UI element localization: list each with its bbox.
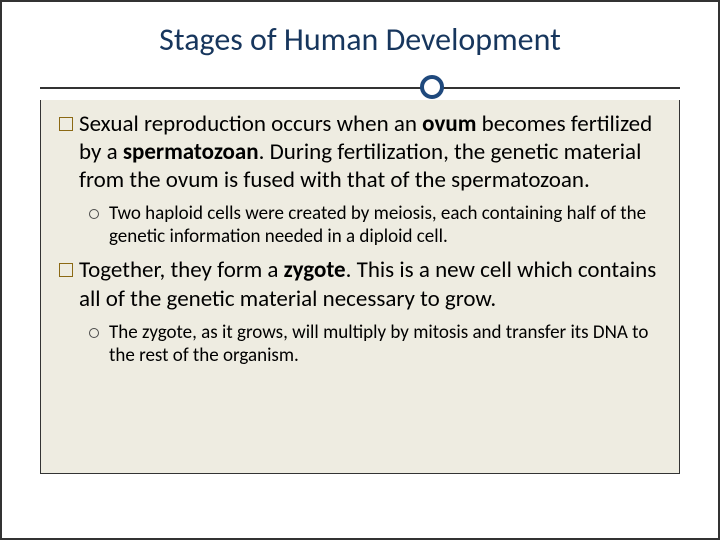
bullet-level-1: Together, they form a zygote. This is a … <box>59 256 661 312</box>
bullet-level-2: Two haploid cells were created by meiosi… <box>89 202 661 248</box>
circle-bullet-icon <box>89 209 99 219</box>
bullet-level-2: The zygote, as it grows, will multiply b… <box>89 321 661 367</box>
square-bullet-icon <box>59 263 73 277</box>
content-area: Sexual reproduction occurs when an ovum … <box>40 100 680 474</box>
text-run: Sexual reproduction occurs when an <box>79 110 422 138</box>
divider-line <box>40 87 680 89</box>
square-bullet-icon <box>59 117 73 131</box>
bullet-text: Two haploid cells were created by meiosi… <box>109 202 661 248</box>
bullet-level-1: Sexual reproduction occurs when an ovum … <box>59 110 661 194</box>
divider-circle-icon <box>420 75 444 99</box>
title-divider <box>2 73 718 101</box>
circle-bullet-icon <box>89 328 99 338</box>
bold-run: spermatozoan <box>123 138 259 166</box>
bold-run: zygote <box>284 256 346 284</box>
slide-title: Stages of Human Development <box>42 20 678 59</box>
text-run: Together, they form a <box>79 256 284 284</box>
bullet-text: Sexual reproduction occurs when an ovum … <box>79 110 661 194</box>
bold-run: ovum <box>422 110 476 138</box>
title-area: Stages of Human Development <box>2 2 718 69</box>
text-run: Two haploid cells were created by meiosi… <box>109 202 646 248</box>
bullet-text: The zygote, as it grows, will multiply b… <box>109 321 661 367</box>
text-run: The zygote, as it grows, will multiply b… <box>109 321 648 367</box>
bullet-text: Together, they form a zygote. This is a … <box>79 256 661 312</box>
slide: Stages of Human Development Sexual repro… <box>0 0 720 540</box>
